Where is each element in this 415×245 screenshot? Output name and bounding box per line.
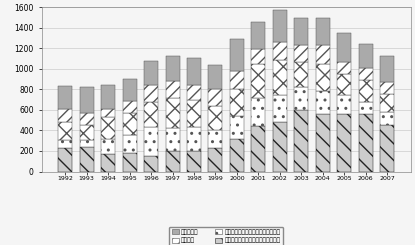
Bar: [123, 113, 137, 135]
Bar: [251, 126, 265, 172]
Bar: [58, 86, 72, 109]
Bar: [80, 86, 94, 113]
Bar: [251, 64, 265, 98]
Bar: [144, 102, 158, 127]
Bar: [337, 95, 351, 113]
Bar: [58, 109, 72, 122]
Bar: [316, 64, 330, 91]
Bar: [80, 113, 94, 125]
Bar: [230, 89, 244, 116]
Bar: [144, 85, 158, 102]
Bar: [58, 122, 72, 140]
Bar: [230, 116, 244, 139]
Bar: [166, 151, 180, 172]
Bar: [380, 125, 394, 172]
Bar: [359, 114, 373, 172]
Bar: [359, 44, 373, 68]
Bar: [251, 49, 265, 64]
Bar: [380, 82, 394, 94]
Bar: [337, 62, 351, 74]
Bar: [101, 154, 115, 172]
Bar: [337, 74, 351, 95]
Bar: [230, 39, 244, 71]
Bar: [166, 98, 180, 128]
Bar: [380, 56, 394, 82]
Bar: [80, 147, 94, 172]
Bar: [101, 117, 115, 139]
Bar: [208, 147, 222, 172]
Bar: [187, 100, 201, 127]
Bar: [251, 98, 265, 126]
Bar: [208, 106, 222, 130]
Bar: [316, 91, 330, 114]
Bar: [294, 18, 308, 45]
Bar: [80, 140, 94, 147]
Bar: [359, 80, 373, 101]
Bar: [208, 89, 222, 106]
Bar: [316, 45, 330, 64]
Bar: [80, 125, 94, 140]
Bar: [187, 85, 201, 100]
Bar: [144, 61, 158, 85]
Bar: [294, 62, 308, 87]
Bar: [273, 60, 287, 95]
Legend: 熱関連技術, 燃焼技術, 発電・電力系統技術, 廃棄物エネルギーシステム関連技術, 分散型エネルギーシステム関連技術: 熱関連技術, 燃焼技術, 発電・電力系統技術, 廃棄物エネルギーシステム関連技術…: [169, 227, 283, 245]
Bar: [316, 18, 330, 45]
Bar: [166, 56, 180, 81]
Bar: [166, 128, 180, 151]
Bar: [101, 85, 115, 109]
Bar: [123, 135, 137, 153]
Bar: [294, 87, 308, 110]
Bar: [187, 151, 201, 171]
Bar: [380, 94, 394, 112]
Bar: [58, 148, 72, 172]
Bar: [359, 68, 373, 80]
Bar: [273, 95, 287, 122]
Bar: [316, 114, 330, 172]
Bar: [144, 127, 158, 156]
Bar: [123, 79, 137, 101]
Bar: [294, 110, 308, 171]
Bar: [208, 65, 222, 89]
Bar: [380, 112, 394, 125]
Bar: [123, 101, 137, 113]
Bar: [359, 101, 373, 114]
Bar: [123, 153, 137, 172]
Bar: [273, 10, 287, 42]
Bar: [230, 139, 244, 172]
Bar: [166, 81, 180, 98]
Bar: [337, 33, 351, 62]
Bar: [101, 139, 115, 154]
Bar: [273, 122, 287, 172]
Bar: [230, 71, 244, 89]
Bar: [58, 140, 72, 148]
Bar: [273, 42, 287, 60]
Bar: [144, 156, 158, 171]
Bar: [101, 109, 115, 117]
Bar: [187, 58, 201, 85]
Bar: [251, 22, 265, 49]
Bar: [294, 45, 308, 62]
Bar: [187, 127, 201, 151]
Bar: [337, 113, 351, 172]
Bar: [208, 130, 222, 147]
